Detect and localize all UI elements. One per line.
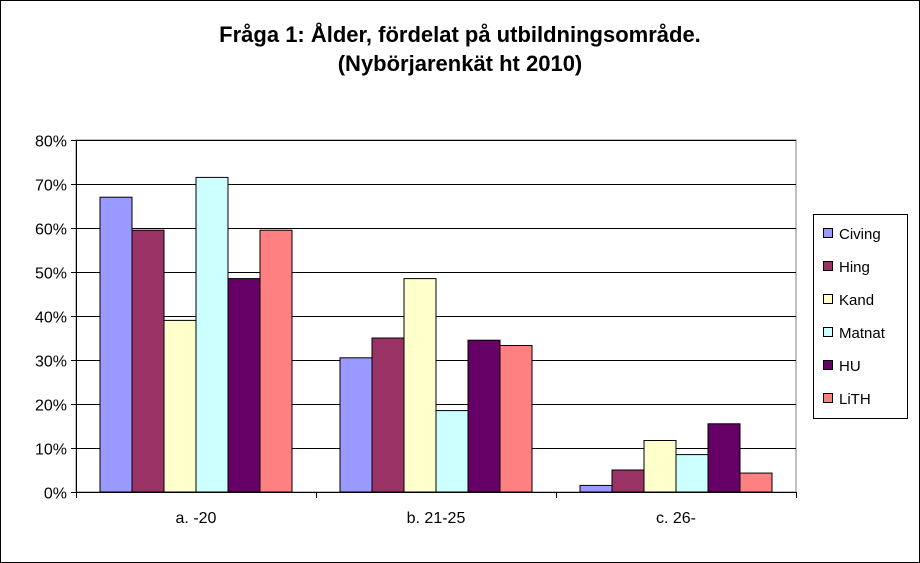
bar-matnat-1 bbox=[195, 176, 229, 493]
bars bbox=[99, 176, 773, 493]
legend-box bbox=[813, 214, 908, 419]
legend: Civing Hing Kand Matnat HU LiTH bbox=[813, 214, 908, 419]
legend-label-matnat: Matnat bbox=[839, 325, 886, 342]
y-tick-label: 0% bbox=[44, 486, 67, 503]
x-category-label: c. 26- bbox=[656, 510, 696, 527]
bar-hu-2 bbox=[467, 339, 501, 493]
bar-hing-2 bbox=[371, 337, 405, 493]
y-tick-label: 80% bbox=[35, 134, 67, 151]
bar-hing-3 bbox=[611, 469, 645, 493]
bar-hu-1 bbox=[227, 278, 261, 493]
chart-title: Fråga 1: Ålder, fördelat på utbildningso… bbox=[219, 22, 701, 47]
bar-hu-3 bbox=[707, 423, 741, 493]
bar-kand-2 bbox=[403, 278, 437, 493]
y-tick-label: 60% bbox=[35, 222, 67, 239]
x-axis-categories: a. -20 b. 21-25 c. 26- bbox=[76, 492, 797, 527]
legend-label-civing: Civing bbox=[839, 226, 881, 243]
x-category-label: b. 21-25 bbox=[407, 510, 466, 527]
chart-title-block: Fråga 1: Ålder, fördelat på utbildningso… bbox=[0, 20, 920, 78]
axes bbox=[76, 140, 796, 493]
y-axis-ticks: 0% 10% 20% 30% 40% 50% 60% 70% 80% bbox=[35, 134, 76, 503]
legend-label-hing: Hing bbox=[839, 259, 870, 276]
bar-lith-2 bbox=[499, 344, 533, 493]
legend-label-hu: HU bbox=[839, 358, 861, 375]
bar-hing-1 bbox=[131, 229, 165, 493]
y-tick-label: 50% bbox=[35, 266, 67, 283]
bar-civing-1 bbox=[99, 196, 133, 493]
legend-swatch-lith bbox=[823, 393, 833, 403]
legend-swatch-civing bbox=[823, 228, 833, 238]
bar-kand-3 bbox=[643, 440, 677, 493]
y-tick-label: 20% bbox=[35, 398, 67, 415]
legend-label-kand: Kand bbox=[839, 292, 874, 309]
legend-label-lith: LiTH bbox=[839, 391, 871, 408]
chart-subtitle: (Nybörjarenkät ht 2010) bbox=[337, 51, 583, 76]
bar-kand-1 bbox=[163, 319, 197, 493]
x-category-label: a. -20 bbox=[176, 510, 217, 527]
bar-matnat-2 bbox=[435, 410, 469, 493]
y-tick-label: 10% bbox=[35, 442, 67, 459]
bar-matnat-3 bbox=[675, 454, 709, 493]
legend-swatch-kand bbox=[823, 294, 833, 304]
y-tick-label: 70% bbox=[35, 178, 67, 195]
legend-swatch-hu bbox=[823, 360, 833, 370]
bar-lith-3 bbox=[739, 472, 773, 493]
bar-civing-3 bbox=[579, 484, 613, 493]
bar-lith-1 bbox=[259, 229, 293, 493]
y-tick-label: 40% bbox=[35, 310, 67, 327]
legend-swatch-hing bbox=[823, 261, 833, 271]
legend-swatch-matnat bbox=[823, 327, 833, 337]
bar-civing-2 bbox=[339, 357, 373, 493]
y-tick-label: 30% bbox=[35, 354, 67, 371]
